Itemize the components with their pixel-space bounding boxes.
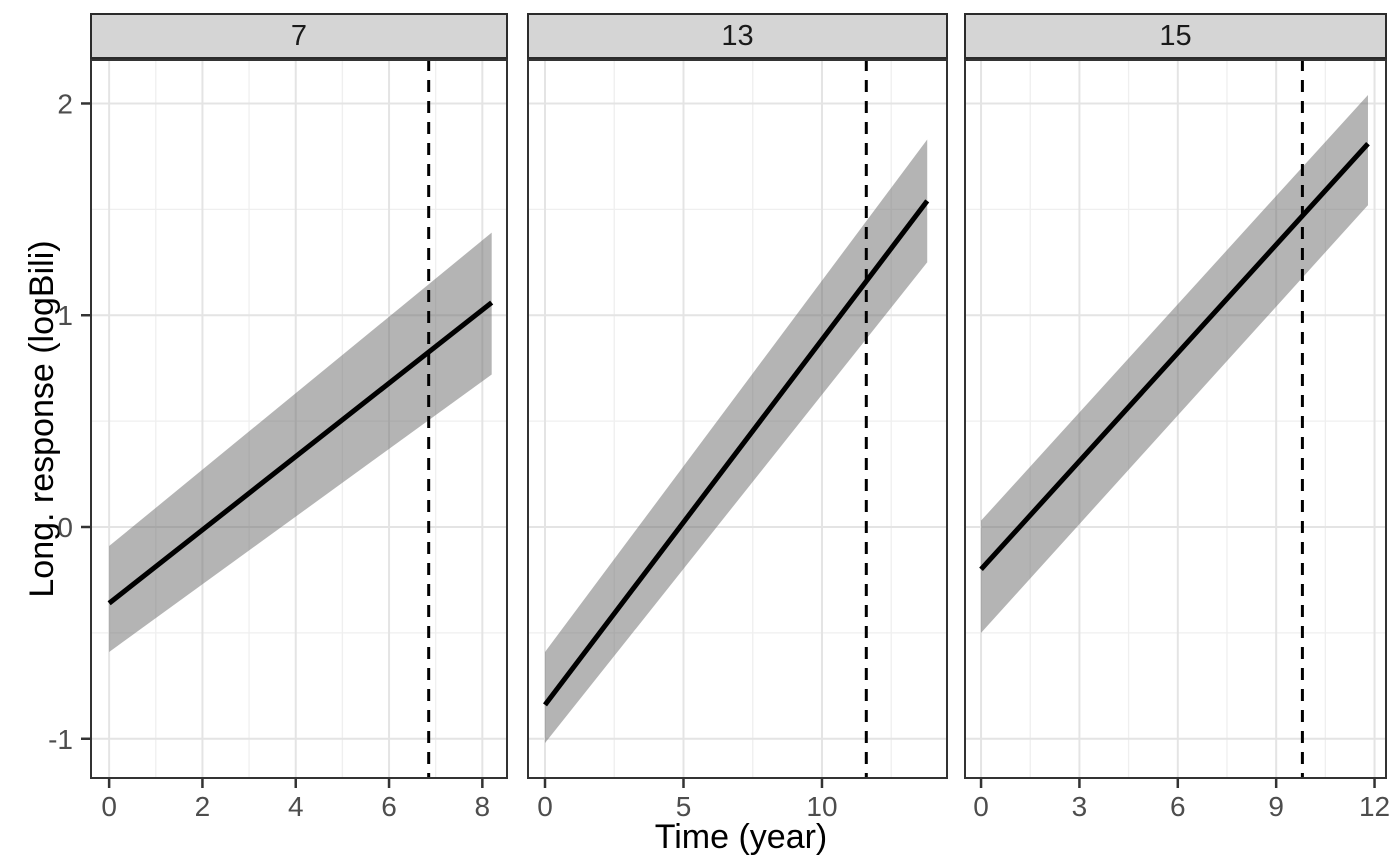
y-axis-title: Long. response (logBili) xyxy=(23,240,61,598)
y-tick-label: 1 xyxy=(57,300,73,331)
panel-border xyxy=(90,59,508,779)
x-tick-label: 8 xyxy=(475,791,491,822)
x-tick-label: 6 xyxy=(1170,791,1186,822)
confidence-ribbon xyxy=(109,232,492,652)
x-tick-label: 4 xyxy=(288,791,304,822)
x-axis-title: Time (year) xyxy=(654,818,828,856)
x-tick-label: 2 xyxy=(195,791,211,822)
x-tick-label: 0 xyxy=(101,791,117,822)
facet-panel: 0 2 4 6 8 2 1 0 -1 xyxy=(48,59,508,822)
fitted-line xyxy=(979,142,1370,572)
y-tick-label: 2 xyxy=(57,88,73,119)
facet-strip: 7 xyxy=(90,13,508,59)
facet-strip-label: 13 xyxy=(721,19,754,52)
panel-border xyxy=(527,59,948,779)
y-tick-label: -1 xyxy=(48,724,73,755)
confidence-ribbon xyxy=(981,95,1368,633)
facet-strip: 15 xyxy=(964,13,1387,59)
panel-border xyxy=(964,59,1387,779)
facet-panel: 0 5 10 xyxy=(527,59,948,822)
y-tick-label: 0 xyxy=(57,512,73,543)
x-tick-label: 0 xyxy=(973,791,989,822)
facet-panel: 0 3 6 9 12 xyxy=(964,59,1390,822)
x-tick-label: 5 xyxy=(676,791,692,822)
x-tick-label: 3 xyxy=(1072,791,1088,822)
x-tick-label: 6 xyxy=(381,791,397,822)
x-tick-label: 9 xyxy=(1268,791,1284,822)
facet-strip-label: 7 xyxy=(290,19,308,52)
fitted-line xyxy=(543,199,930,707)
facet-strip-label: 15 xyxy=(1159,19,1192,52)
confidence-ribbon xyxy=(545,139,928,743)
x-tick-label: 10 xyxy=(806,791,837,822)
facet-strip: 13 xyxy=(527,13,948,59)
x-tick-label: 0 xyxy=(537,791,553,822)
fitted-line xyxy=(107,300,494,606)
x-tick-label: 12 xyxy=(1359,791,1390,822)
